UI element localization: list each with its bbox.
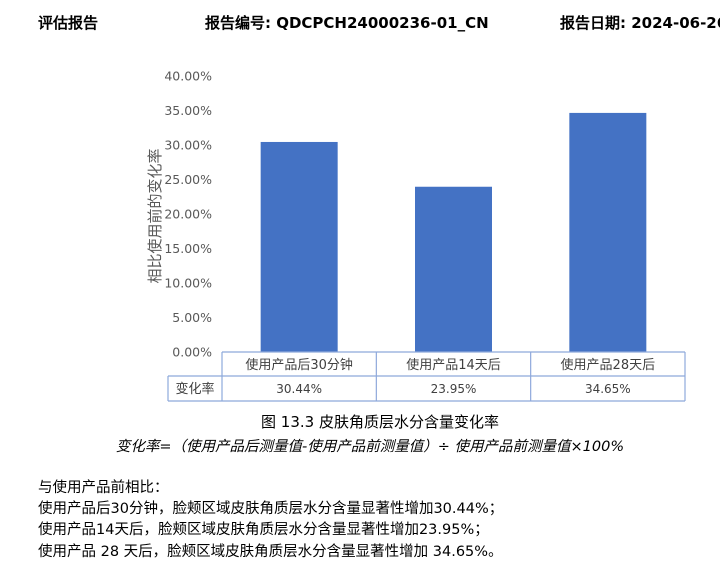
category-label: 使用产品14天后	[406, 357, 501, 373]
formula-note: 变化率=（使用产品后测量值-使用产品前测量值）÷ 使用产品前测量值×100%	[115, 439, 625, 455]
table-row-label: 变化率	[175, 381, 214, 397]
data-table: 变化率 使用产品后30分钟 30.44% 使用产品14天后 23.95% 使用产品28天后…	[167, 351, 686, 402]
y-tick-label: 25.00%	[164, 172, 212, 187]
summary-line-14d: 使用产品14天后，脸颊区域皮肤角质层水分含量显著性增加23.95%；	[38, 522, 489, 538]
summary-line-28d: 使用产品 28 天后，脸颊区域皮肤角质层水分含量显著性增加 34.65%。	[38, 544, 503, 560]
category-label: 使用产品后30分钟	[245, 357, 353, 373]
report-number: 报告编号: QDCPCH24000236-01_CN	[205, 14, 489, 32]
y-tick-label: 0.00%	[172, 345, 212, 360]
y-tick-label: 40.00%	[164, 69, 212, 84]
y-tick-label: 20.00%	[164, 207, 212, 222]
value-label: 30.44%	[276, 382, 322, 396]
summary-intro: 与使用产品前相比：	[38, 480, 169, 496]
y-tick-label: 10.00%	[164, 276, 212, 291]
figure-caption: 图 13.3 皮肤角质层水分含量变化率	[261, 413, 499, 431]
bar	[569, 112, 647, 352]
y-axis-ticks: 0.00% 5.00% 10.00% 15.00% 20.00% 25.00% 30.00%…	[164, 69, 212, 360]
summary-line-30min: 使用产品后30分钟，脸颊区域皮肤角质层水分含量显著性增加30.44%；	[38, 501, 504, 517]
y-axis-label: 相比使用前的变化率	[146, 148, 164, 283]
bar	[260, 141, 338, 352]
y-tick-label: 5.00%	[172, 310, 212, 325]
value-label: 34.65%	[585, 382, 631, 396]
y-tick-label: 35.00%	[164, 103, 212, 118]
moisture-change-chart: 0.00% 5.00% 10.00% 15.00% 20.00% 25.00% 30.00%…	[146, 69, 686, 402]
y-tick-label: 30.00%	[164, 138, 212, 153]
category-label: 使用产品28天后	[561, 357, 656, 373]
report-date: 报告日期: 2024-06-26	[560, 14, 720, 32]
y-tick-label: 15.00%	[164, 241, 212, 256]
report-title: 评估报告	[38, 14, 99, 32]
value-label: 23.95%	[431, 382, 477, 396]
bar	[415, 186, 492, 352]
bars	[260, 112, 647, 352]
